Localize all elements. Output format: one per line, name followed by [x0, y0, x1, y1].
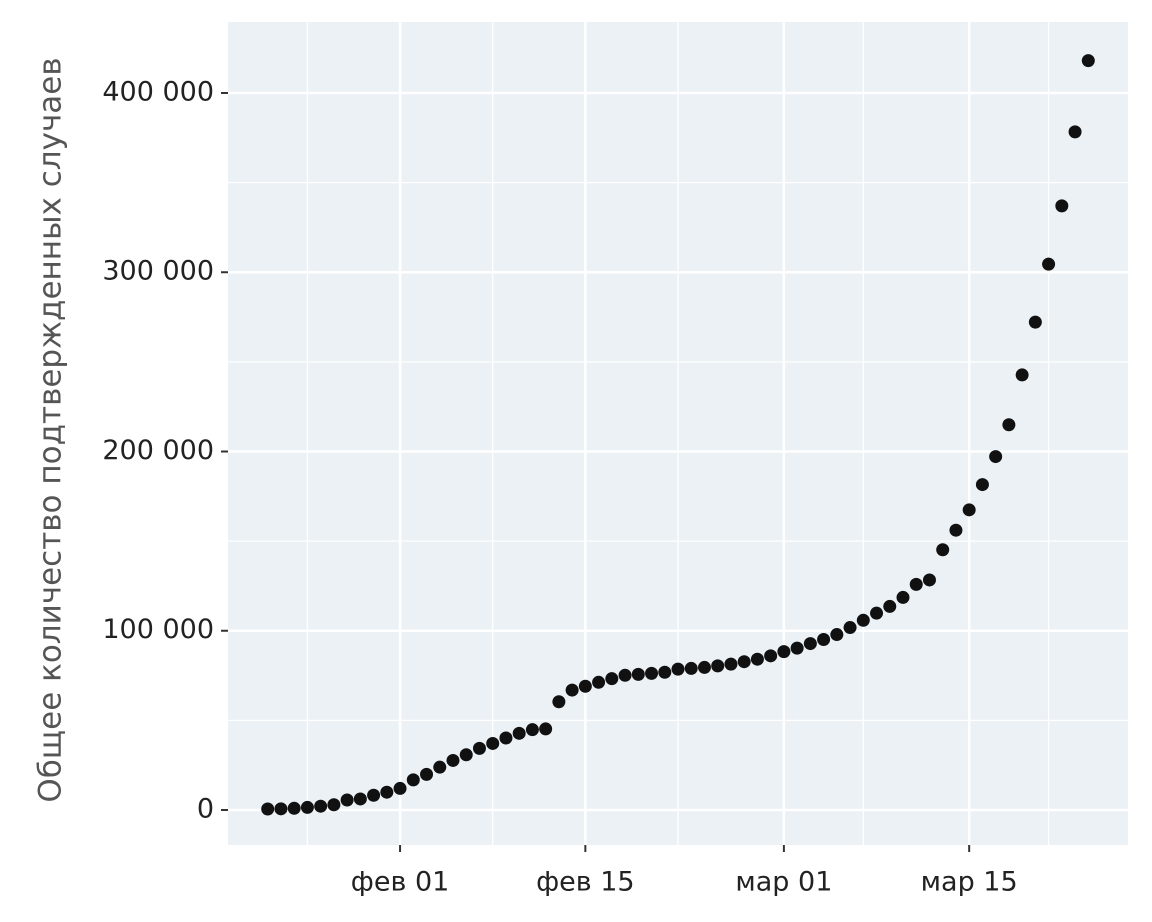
y-axis-label: Общее количество подтвержденных случаев [33, 57, 69, 802]
point [459, 748, 473, 762]
point [1015, 368, 1029, 382]
point [552, 695, 566, 709]
point [578, 679, 592, 693]
point [645, 666, 659, 680]
point [1028, 315, 1042, 329]
y-tick-label: 100 000 [102, 614, 214, 645]
point [750, 652, 764, 666]
point [803, 637, 817, 651]
point [936, 543, 950, 557]
point [274, 802, 288, 816]
point [512, 726, 526, 740]
point [1068, 125, 1082, 139]
point [618, 668, 632, 682]
point [1081, 54, 1095, 68]
point [1042, 257, 1056, 271]
y-tick-label: 200 000 [102, 435, 214, 466]
point [830, 628, 844, 642]
point [327, 798, 341, 812]
point [314, 799, 328, 813]
point [353, 792, 367, 806]
point [817, 632, 831, 646]
y-tick-label: 400 000 [102, 76, 214, 107]
point [671, 662, 685, 676]
marks [261, 54, 1095, 816]
point [737, 655, 751, 669]
point [565, 683, 579, 697]
x-tick-label: мар 01 [735, 867, 832, 898]
point [962, 503, 976, 517]
point [843, 621, 857, 635]
point [499, 731, 513, 745]
y-tick-label: 300 000 [102, 256, 214, 287]
point [909, 577, 923, 591]
point [420, 767, 434, 781]
point [300, 800, 314, 814]
point [684, 661, 698, 675]
point [949, 523, 963, 537]
point [433, 760, 447, 774]
point [856, 613, 870, 627]
point [883, 599, 897, 613]
point [764, 649, 778, 663]
point [1002, 418, 1016, 432]
point [393, 781, 407, 795]
point [697, 660, 711, 674]
point [472, 741, 486, 755]
x-tick-label: мар 15 [921, 867, 1018, 898]
point [380, 785, 394, 799]
point [989, 450, 1003, 464]
point [777, 645, 791, 659]
point [724, 657, 738, 671]
point [790, 641, 804, 655]
x-tick-label: фев 15 [536, 867, 635, 898]
point [922, 573, 936, 587]
point [605, 672, 619, 686]
point [975, 478, 989, 492]
point [525, 723, 539, 737]
point [896, 590, 910, 604]
point [870, 606, 884, 620]
point [287, 801, 301, 815]
point [340, 793, 354, 807]
y-tick-label: 0 [197, 793, 214, 824]
point [711, 659, 725, 673]
point [406, 773, 420, 787]
point [367, 788, 381, 802]
point [658, 665, 672, 679]
grid [228, 22, 1128, 845]
point [486, 736, 500, 750]
point [592, 675, 606, 689]
point [1055, 199, 1069, 213]
point [631, 667, 645, 681]
point [261, 802, 275, 816]
point [446, 753, 460, 767]
point [539, 722, 553, 736]
x-tick-label: фев 01 [351, 867, 450, 898]
